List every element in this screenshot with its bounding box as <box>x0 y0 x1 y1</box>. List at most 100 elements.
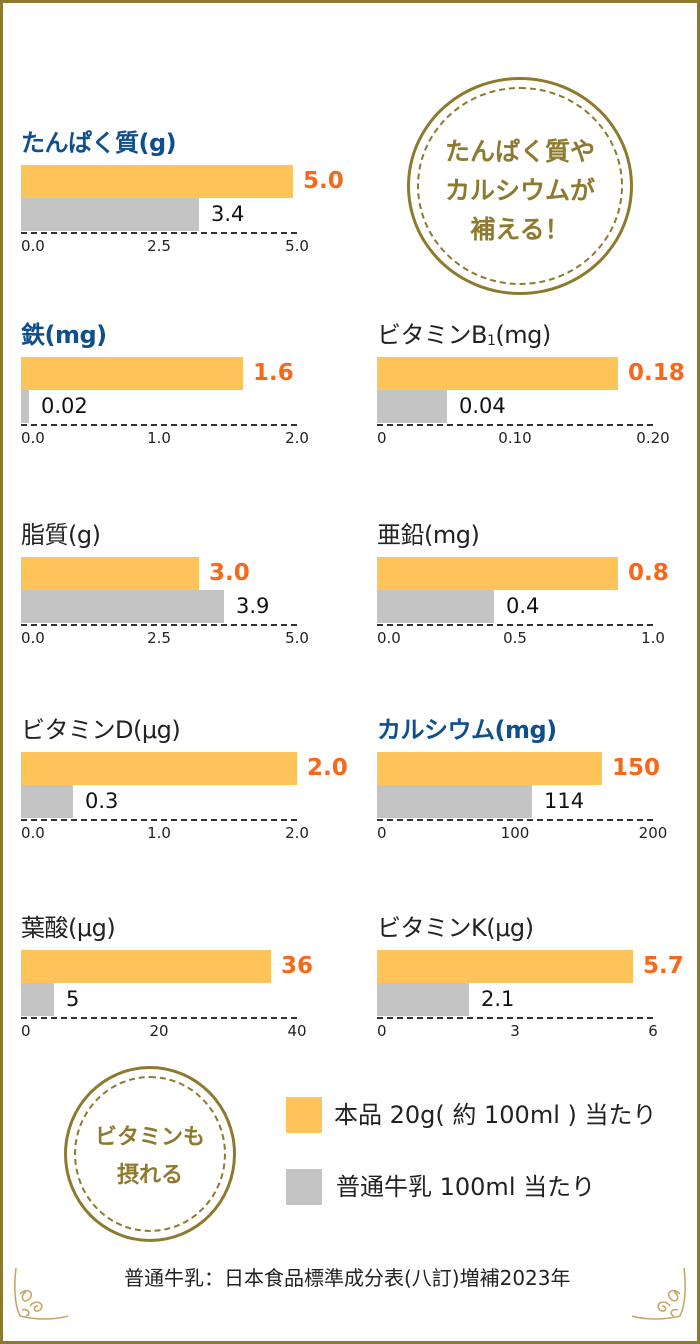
chart-7: 葉酸(μg) 36 5 0 20 40 <box>21 913 321 1053</box>
bar-product <box>377 357 618 390</box>
bar-milk <box>21 590 224 623</box>
chart-title: 亜鉛(mg) <box>377 520 480 550</box>
value-milk: 5 <box>66 987 80 1011</box>
badge-line-1: ビタミンも <box>94 1124 205 1150</box>
tick-mid: 1.0 <box>147 429 171 447</box>
value-milk: 3.4 <box>211 202 245 226</box>
chart-title-text: 鉄(mg) <box>21 321 107 349</box>
source-note: 普通牛乳：日本食品標準成分表(八訂)増補2023年 <box>124 1266 571 1290</box>
bar-milk <box>21 390 29 423</box>
value-milk: 0.02 <box>41 394 88 418</box>
tick-max: 40 <box>287 1022 307 1040</box>
tick-max: 2.0 <box>285 824 309 842</box>
axis-dashed-line <box>377 819 653 821</box>
corner-ornament-icon-left <box>14 1267 69 1320</box>
tick-mid: 100 <box>500 824 530 842</box>
badge-dashed-ring <box>74 1076 226 1232</box>
chart-title-text: 葉酸(μg) <box>21 914 116 942</box>
legend-swatch-milk <box>286 1169 322 1205</box>
badge-vitamins: ビタミンも 摂れる <box>64 1066 236 1242</box>
chart-title-text: ビタミンD(μg) <box>21 716 181 744</box>
chart-title-text: 脂質(g) <box>21 521 101 549</box>
chart-title-text: ビタミンK(μg) <box>377 914 534 942</box>
value-product: 150 <box>612 755 661 781</box>
tick-min: 0 <box>377 429 387 447</box>
legend-swatch-product <box>286 1097 322 1133</box>
tick-max: 0.20 <box>636 429 670 447</box>
chart-title: 鉄(mg) <box>21 320 107 350</box>
badge-line-1: たんぱく質や <box>444 137 595 166</box>
bar-product <box>21 950 271 983</box>
tick-mid: 2.5 <box>147 629 171 647</box>
bar-product <box>377 950 633 983</box>
tick-min: 0.0 <box>21 824 45 842</box>
tick-mid: 3 <box>510 1022 520 1040</box>
bar-product <box>21 752 297 785</box>
tick-min: 0.0 <box>21 429 45 447</box>
axis-dashed-line <box>377 1017 653 1019</box>
chart-title: カルシウム(mg) <box>377 715 557 745</box>
axis-dashed-line <box>21 232 297 234</box>
chart-title: ビタミンK(μg) <box>377 913 534 943</box>
value-milk: 3.9 <box>236 594 270 618</box>
tick-min: 0.0 <box>21 237 45 255</box>
tick-max: 5.0 <box>285 237 309 255</box>
value-milk: 2.1 <box>481 987 515 1011</box>
badge-line-2: カルシウムが <box>444 176 595 205</box>
tick-min: 0 <box>377 824 387 842</box>
chart-title: 脂質(g) <box>21 520 101 550</box>
tick-mid: 2.5 <box>147 237 171 255</box>
bar-product <box>21 357 243 390</box>
value-milk: 0.04 <box>459 394 506 418</box>
bar-product <box>21 557 199 590</box>
value-product: 5.0 <box>303 168 344 194</box>
chart-title-subscript: 1 <box>486 333 496 349</box>
bar-product <box>377 557 618 590</box>
chart-3: 脂質(g) 3.0 3.9 0.0 2.5 5.0 <box>21 520 321 660</box>
bar-milk <box>377 390 447 423</box>
corner-ornament-icon-right <box>631 1267 686 1320</box>
value-product: 2.0 <box>307 755 348 781</box>
axis-dashed-line <box>21 424 297 426</box>
chart-title-text: たんぱく質(g) <box>21 129 177 157</box>
chart-title: ビタミンD(μg) <box>21 715 181 745</box>
chart-4: 亜鉛(mg) 0.8 0.4 0.0 0.5 1.0 <box>377 520 677 660</box>
chart-6: カルシウム(mg) 150 114 0 100 200 <box>377 715 677 855</box>
tick-mid: 20 <box>149 1022 169 1040</box>
chart-8: ビタミンK(μg) 5.7 2.1 0 3 6 <box>377 913 684 1053</box>
bar-milk <box>21 983 54 1016</box>
axis-dashed-line <box>21 624 297 626</box>
chart-title: ビタミンB1(mg) <box>377 320 551 356</box>
chart-5: ビタミンD(μg) 2.0 0.3 0.0 1.0 2.0 <box>21 715 348 855</box>
bar-product <box>21 165 293 198</box>
chart-0: たんぱく質(g) 5.0 3.4 0.0 2.5 5.0 <box>21 128 344 268</box>
tick-mid: 0.5 <box>503 629 527 647</box>
bar-milk <box>377 785 532 818</box>
chart-2: ビタミンB1(mg) 0.18 0.04 0 0.10 0.20 <box>377 320 685 460</box>
tick-max: 2.0 <box>285 429 309 447</box>
chart-title: たんぱく質(g) <box>21 128 177 158</box>
value-product: 5.7 <box>643 953 684 979</box>
axis-dashed-line <box>21 819 297 821</box>
bar-milk <box>21 198 199 231</box>
bar-milk <box>21 785 73 818</box>
bar-milk <box>377 590 494 623</box>
value-product: 0.18 <box>628 360 685 386</box>
legend-label-milk: 普通牛乳 100ml 当たり <box>336 1173 596 1201</box>
bar-product <box>377 752 602 785</box>
chart-title: 葉酸(μg) <box>21 913 116 943</box>
axis-dashed-line <box>21 1017 297 1019</box>
chart-title-text: カルシウム(mg) <box>377 716 557 744</box>
badge-line-3: 補える！ <box>470 215 570 244</box>
value-product: 1.6 <box>253 360 294 386</box>
chart-title-unit: (mg) <box>495 321 551 349</box>
value-product: 0.8 <box>628 560 669 586</box>
chart-1: 鉄(mg) 1.6 0.02 0.0 1.0 2.0 <box>21 320 321 460</box>
axis-dashed-line <box>377 424 653 426</box>
axis-dashed-line <box>377 624 653 626</box>
tick-min: 0.0 <box>21 629 45 647</box>
tick-max: 1.0 <box>641 629 665 647</box>
value-product: 36 <box>281 953 314 979</box>
tick-min: 0.0 <box>377 629 401 647</box>
